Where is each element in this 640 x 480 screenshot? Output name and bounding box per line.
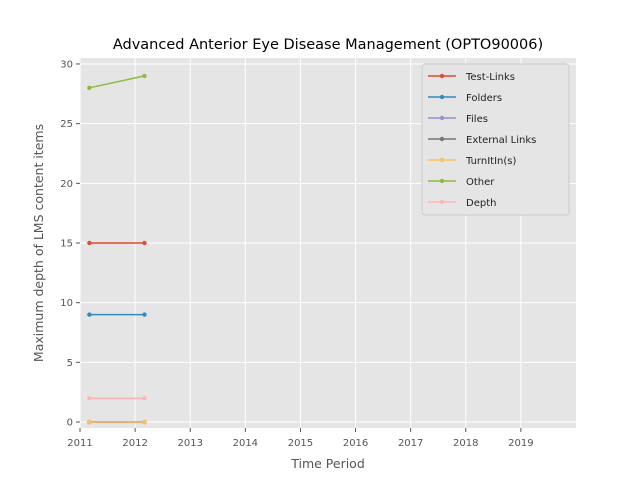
series-line bbox=[89, 75, 145, 89]
data-point bbox=[142, 240, 147, 246]
x-axis-title: Time Period bbox=[290, 456, 365, 471]
x-tick-label: 2011 bbox=[67, 438, 92, 449]
y-tick-label: 5 bbox=[67, 358, 73, 369]
x-tick-label: 2012 bbox=[122, 438, 147, 449]
data-point bbox=[87, 419, 92, 425]
x-tick-label: 2013 bbox=[177, 438, 202, 449]
data-point bbox=[142, 395, 147, 401]
x-tick-label: 2014 bbox=[233, 438, 258, 449]
y-tick-label: 25 bbox=[60, 119, 73, 130]
grid-lines bbox=[79, 58, 576, 428]
y-tick-label: 10 bbox=[60, 298, 73, 309]
data-point bbox=[87, 312, 92, 317]
y-tick-label: 20 bbox=[60, 179, 73, 190]
data-point bbox=[142, 312, 147, 317]
y-tick-label: 15 bbox=[60, 239, 73, 250]
legend-marker bbox=[439, 73, 445, 79]
y-axis-title: Maximum depth of LMS content items bbox=[31, 124, 46, 362]
x-axis-ticks: 2011 2012 2013 2014 2015 2016 2017 2018 2019 bbox=[67, 428, 534, 449]
legend-label: Files bbox=[466, 114, 488, 125]
legend-label: Test-Links bbox=[465, 72, 515, 83]
x-tick-label: 2017 bbox=[398, 438, 423, 449]
data-point bbox=[142, 419, 147, 425]
legend-label: External Links bbox=[466, 135, 536, 146]
x-tick-label: 2019 bbox=[508, 438, 533, 449]
data-point bbox=[87, 240, 92, 246]
series-lines bbox=[87, 73, 147, 425]
x-tick-label: 2018 bbox=[453, 438, 478, 449]
data-point bbox=[142, 73, 147, 79]
legend: Test-Links Folders Files External Links Turn… bbox=[421, 63, 570, 216]
chart-title: Advanced Anterior Eye Disease Management… bbox=[113, 37, 543, 53]
legend-box bbox=[421, 63, 570, 216]
legend-marker bbox=[439, 178, 445, 184]
legend-label: Other bbox=[466, 177, 495, 188]
legend-marker bbox=[439, 199, 445, 205]
y-tick-label: 0 bbox=[67, 418, 73, 429]
y-axis-ticks: 0 5 10 15 20 25 30 bbox=[60, 59, 80, 429]
legend-label: Depth bbox=[466, 198, 496, 209]
data-point bbox=[87, 85, 92, 91]
legend-marker bbox=[439, 136, 445, 142]
legend-label: TurnItIn(s) bbox=[465, 156, 516, 167]
x-tick-label: 2016 bbox=[343, 438, 368, 449]
legend-label: Folders bbox=[466, 93, 502, 104]
y-tick-label: 30 bbox=[60, 59, 73, 70]
legend-marker bbox=[439, 115, 445, 121]
legend-marker bbox=[439, 94, 445, 100]
data-point bbox=[87, 395, 92, 401]
x-tick-label: 2015 bbox=[288, 438, 313, 449]
legend-marker bbox=[439, 157, 445, 163]
